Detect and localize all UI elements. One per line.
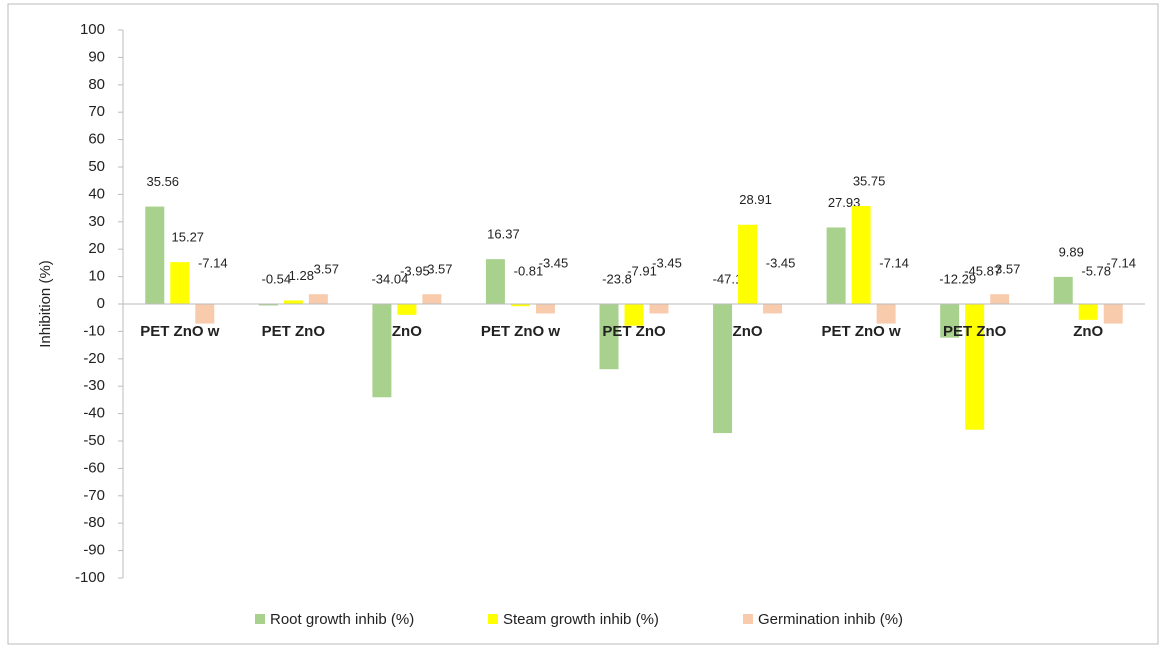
legend-swatch <box>488 614 498 624</box>
value-label: 3.57 <box>314 262 339 277</box>
y-tick-label: -40 <box>83 405 105 422</box>
y-tick-label: 30 <box>88 213 105 230</box>
y-tick-label: -80 <box>83 514 105 531</box>
y-tick-label: -10 <box>83 322 105 339</box>
bar <box>283 300 303 304</box>
x-tick-label: PET ZnO <box>262 323 326 340</box>
value-label: -34.04 <box>371 271 408 286</box>
legend-label: Root growth inhib (%) <box>270 611 414 628</box>
bar <box>990 294 1010 304</box>
bar <box>940 304 960 338</box>
y-tick-label: -30 <box>83 377 105 394</box>
bar <box>763 304 783 314</box>
y-tick-label: 90 <box>88 48 105 65</box>
bar <box>599 304 619 370</box>
value-label: 3.57 <box>427 262 452 277</box>
value-label: 3.57 <box>995 262 1020 277</box>
x-tick-label: ZnO <box>392 323 422 340</box>
x-tick-label: PET ZnO w <box>481 323 561 340</box>
y-tick-label: -100 <box>75 569 105 586</box>
y-tick-label: 70 <box>88 103 105 120</box>
value-label: -7.14 <box>198 255 228 270</box>
bar <box>876 304 896 324</box>
bar <box>258 304 278 306</box>
bar <box>1078 304 1098 320</box>
legend-label: Steam growth inhib (%) <box>503 611 659 628</box>
legend-swatch <box>743 614 753 624</box>
y-tick-label: 10 <box>88 268 105 285</box>
bar <box>713 304 733 434</box>
x-tick-label: ZnO <box>1073 323 1103 340</box>
value-label: 9.89 <box>1059 244 1084 259</box>
bar <box>170 262 190 304</box>
bar <box>510 304 530 307</box>
value-label: 16.37 <box>487 227 520 242</box>
value-label: -3.45 <box>652 255 682 270</box>
y-tick-label: 100 <box>80 21 105 38</box>
legend-swatch <box>255 614 265 624</box>
value-label: -3.45 <box>539 255 569 270</box>
value-label: -7.14 <box>879 255 909 270</box>
value-label: -12.29 <box>939 271 976 286</box>
bar <box>624 304 644 326</box>
chart-border <box>7 3 1159 645</box>
bar <box>826 227 846 304</box>
y-tick-label: 50 <box>88 158 105 175</box>
value-label: -7.91 <box>627 263 657 278</box>
y-tick-label: 20 <box>88 240 105 257</box>
bar <box>535 304 555 314</box>
value-label: 15.27 <box>172 230 205 245</box>
y-tick-label: -20 <box>83 350 105 367</box>
x-tick-label: ZnO <box>733 323 763 340</box>
value-label: -7.14 <box>1106 255 1136 270</box>
bar <box>1053 276 1073 304</box>
bar <box>1103 304 1123 324</box>
y-tick-label: -90 <box>83 542 105 559</box>
legend-label: Germination inhib (%) <box>758 611 903 628</box>
bar <box>145 206 165 304</box>
bar <box>738 224 758 304</box>
value-label: -45.87 <box>964 263 1001 278</box>
value-label: -23.8 <box>602 271 632 286</box>
x-tick-label: PET ZnO <box>602 323 666 340</box>
y-tick-label: 40 <box>88 185 105 202</box>
value-label: 28.91 <box>739 192 772 207</box>
x-tick-label: PET ZnO w <box>140 323 220 340</box>
y-tick-label: 60 <box>88 131 105 148</box>
y-tick-label: 0 <box>97 295 105 312</box>
x-tick-label: PET ZnO <box>943 323 1007 340</box>
value-label: 35.56 <box>147 174 180 189</box>
value-label: -3.45 <box>766 255 796 270</box>
bar <box>965 304 985 430</box>
bar <box>851 206 871 304</box>
y-tick-label: 80 <box>88 76 105 93</box>
y-tick-label: -70 <box>83 487 105 504</box>
bar <box>372 304 392 398</box>
x-tick-label: PET ZnO w <box>822 323 902 340</box>
value-label: -3.95 <box>400 263 430 278</box>
y-tick-label: -60 <box>83 459 105 476</box>
value-label: -0.81 <box>514 263 544 278</box>
bar <box>195 304 215 324</box>
value-label: -0.54 <box>262 271 292 286</box>
bar <box>485 259 505 304</box>
bar <box>308 294 328 304</box>
value-label: 35.75 <box>853 173 886 188</box>
bar <box>422 294 442 304</box>
y-axis-label: Inhibition (%) <box>37 260 54 348</box>
bar <box>397 304 417 315</box>
value-label: -5.78 <box>1081 263 1111 278</box>
bar <box>649 304 669 314</box>
value-label: 1.28 <box>289 268 314 283</box>
y-tick-label: -50 <box>83 432 105 449</box>
